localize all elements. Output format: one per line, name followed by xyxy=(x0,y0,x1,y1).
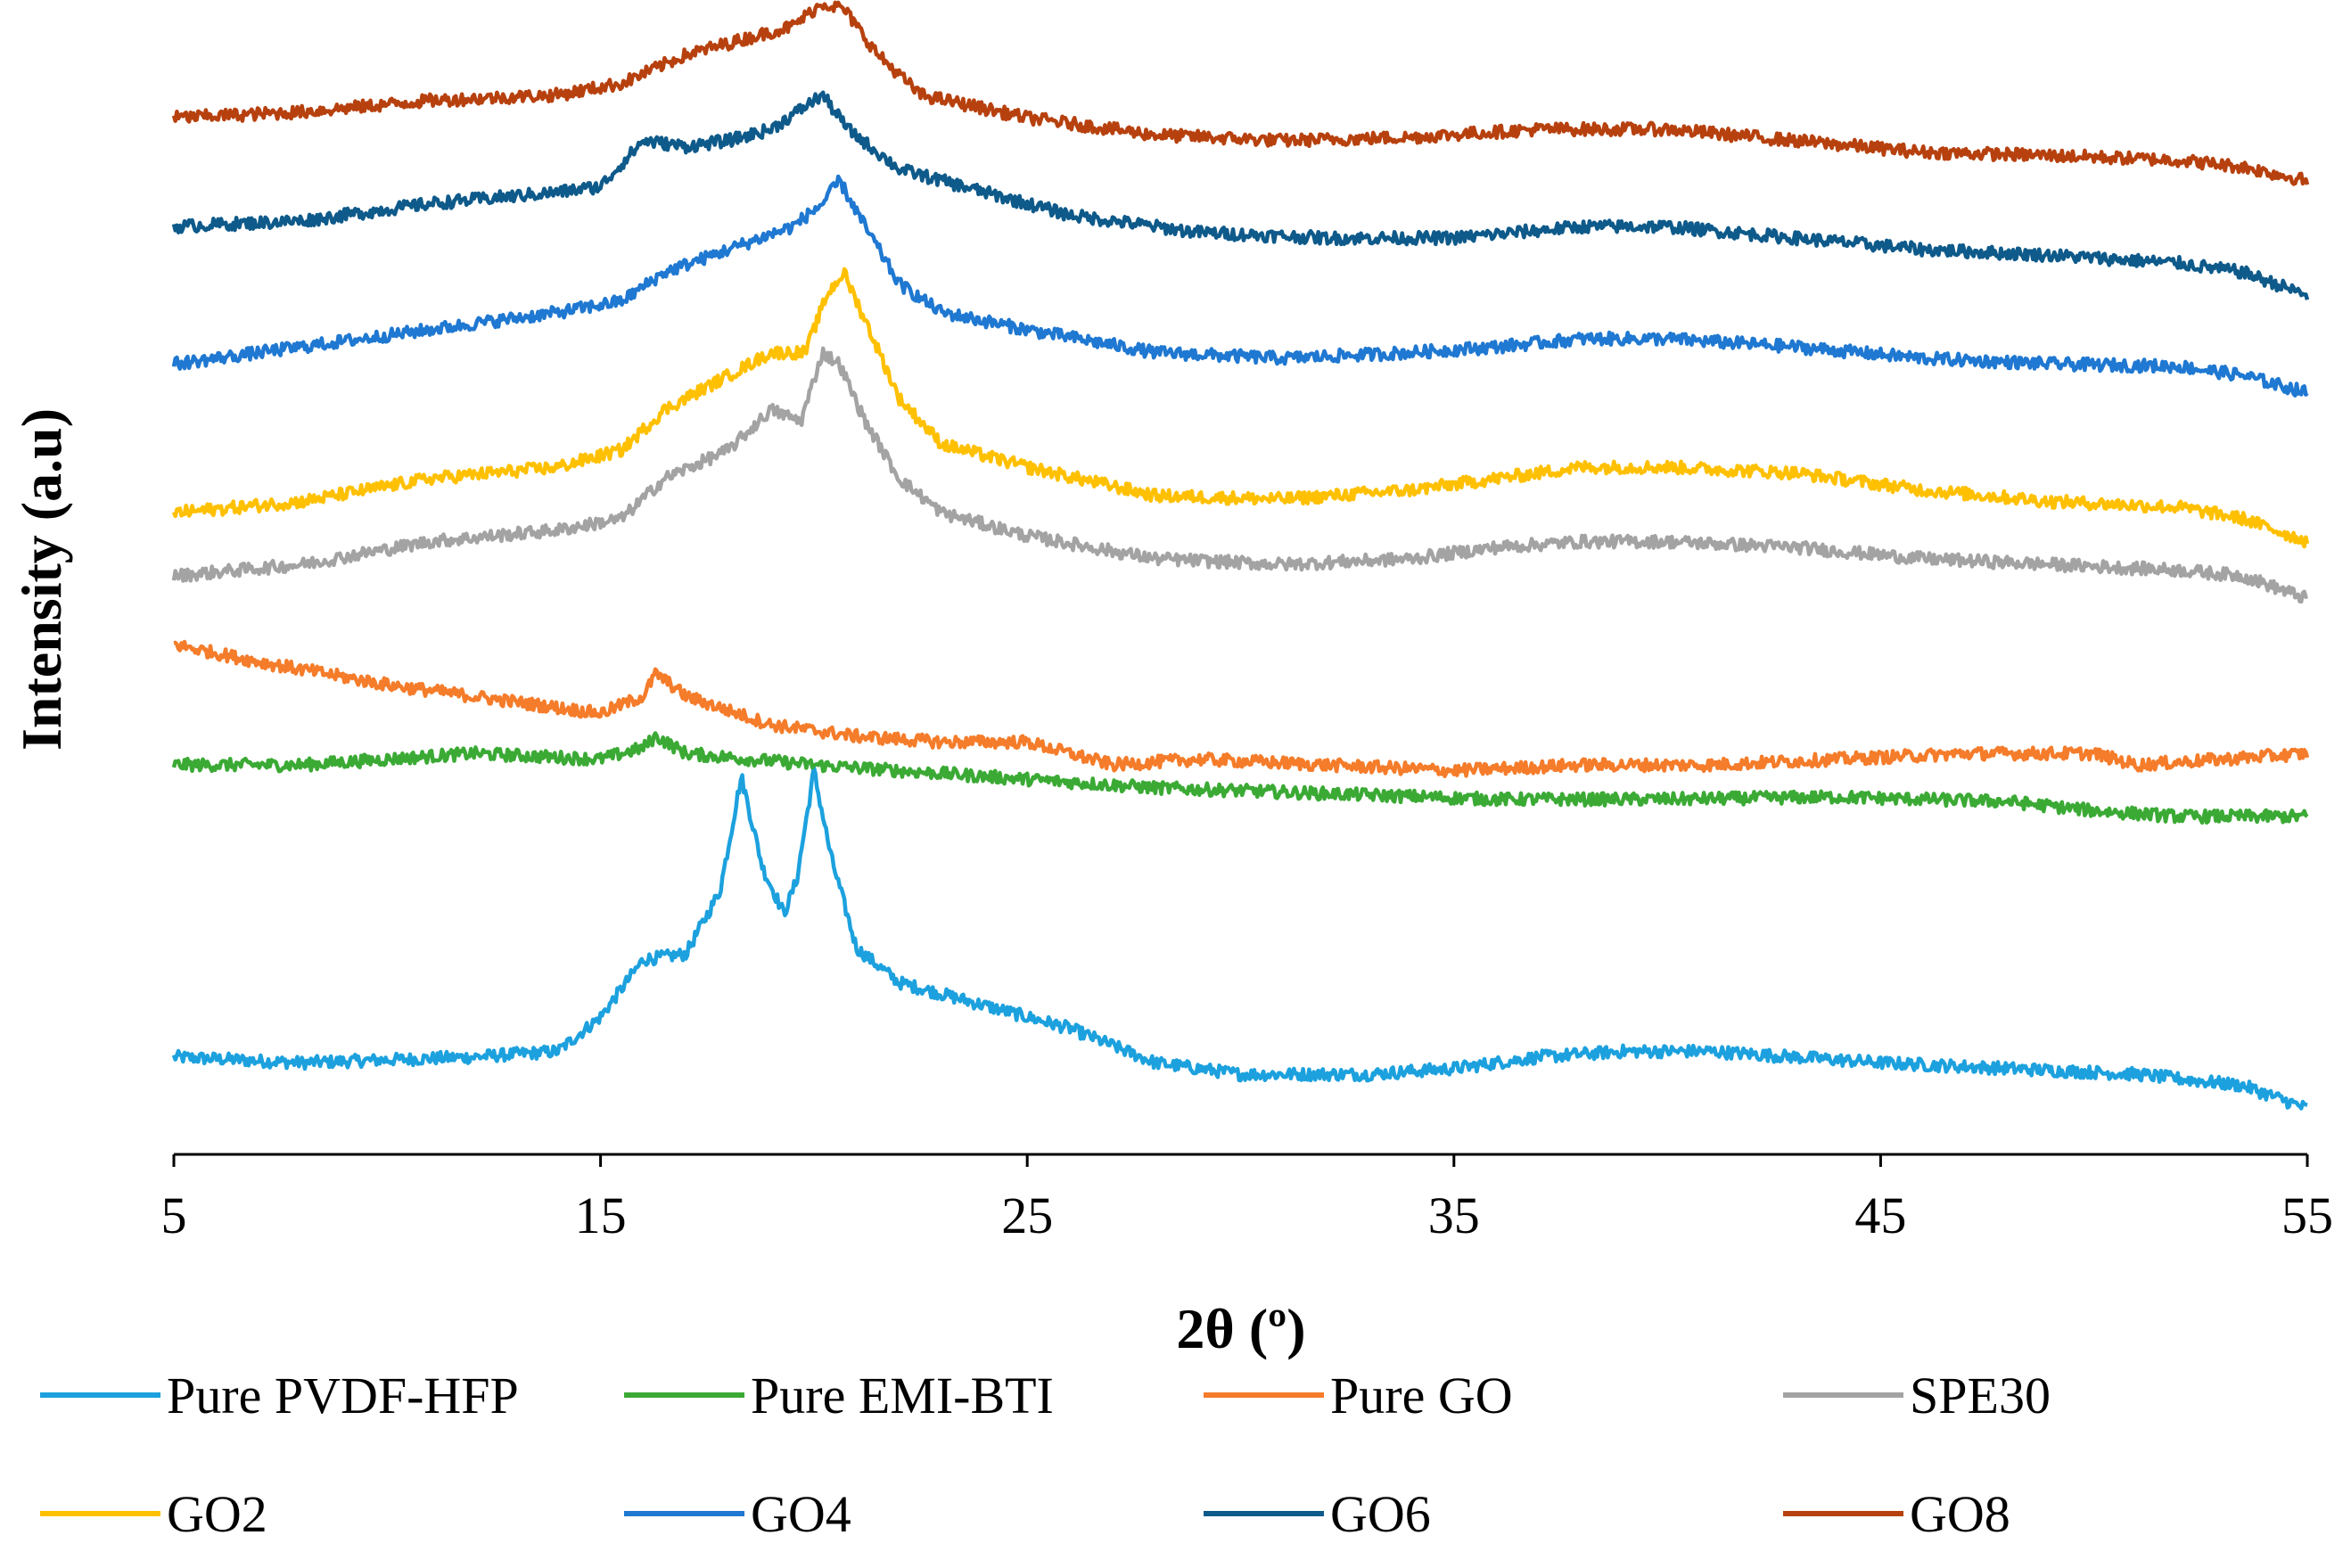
legend-label: GO8 xyxy=(1910,1485,2010,1543)
legend-label: GO2 xyxy=(167,1485,267,1543)
legend-label: Pure PVDF-HFP xyxy=(167,1367,519,1424)
series-line-pure-emi-bti xyxy=(171,731,2309,825)
series-line-spe30 xyxy=(171,346,2308,604)
x-tick-label: 35 xyxy=(1428,1186,1480,1244)
legend-label: Pure GO xyxy=(1330,1367,1513,1424)
legend-label: GO6 xyxy=(1330,1485,1431,1543)
legend: Pure PVDF-HFP Pure EMI-BTI Pure GO SPE30 GO2… xyxy=(40,1367,2051,1543)
series-line-pure-go xyxy=(173,639,2310,779)
legend-label: SPE30 xyxy=(1910,1367,2051,1424)
series-layer xyxy=(171,0,2310,1111)
x-tick-label: 25 xyxy=(1001,1186,1053,1244)
legend-label: Pure EMI-BTI xyxy=(751,1367,1054,1424)
series-line-go6 xyxy=(171,90,2310,300)
x-tick-label: 15 xyxy=(575,1186,627,1244)
x-tick-label: 5 xyxy=(161,1186,187,1244)
series-line-go4 xyxy=(171,174,2309,398)
x-tick-label: 45 xyxy=(1854,1186,1906,1244)
x-ticks: 5 15 25 35 45 55 xyxy=(161,1154,2333,1244)
x-tick-label: 55 xyxy=(2281,1186,2333,1244)
x-axis-title: 2θ (º) xyxy=(1176,1297,1305,1360)
series-line-go8 xyxy=(171,0,2310,186)
series-line-pure-pvdf-hfp xyxy=(171,765,2308,1111)
series-line-go2 xyxy=(171,267,2310,549)
y-axis-title: Intensity (a.u) xyxy=(10,408,73,751)
legend-label: GO4 xyxy=(751,1485,851,1543)
